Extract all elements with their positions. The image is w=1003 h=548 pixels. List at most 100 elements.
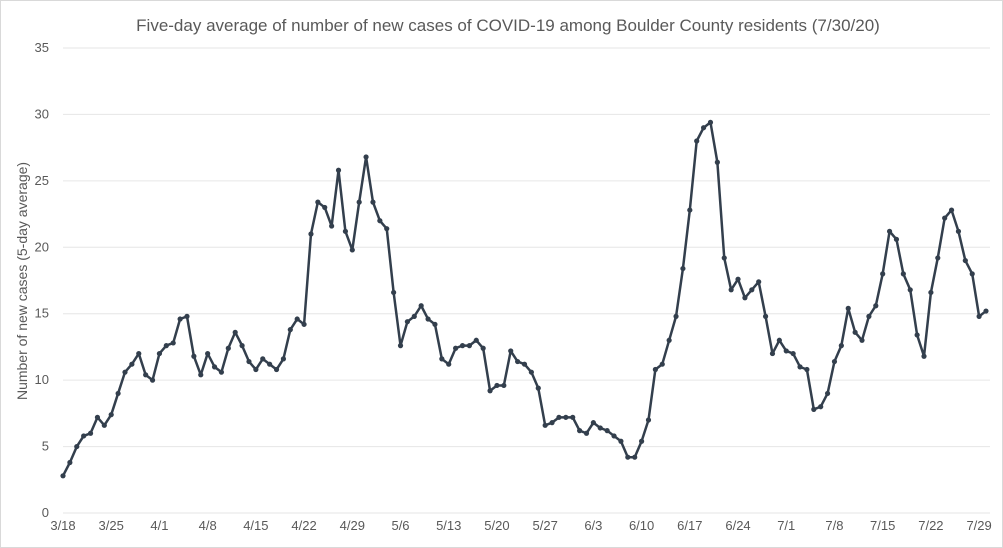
series-group	[60, 119, 989, 479]
data-point	[618, 438, 624, 444]
data-point	[804, 366, 810, 373]
data-point	[446, 361, 452, 367]
data-point	[473, 337, 479, 343]
data-point	[859, 337, 865, 343]
data-point	[459, 343, 466, 349]
data-point	[101, 422, 107, 428]
data-point	[570, 414, 576, 420]
data-point	[87, 430, 94, 436]
data-point	[969, 271, 975, 277]
x-tick-label: 7/29	[966, 518, 991, 533]
data-point	[673, 313, 679, 319]
data-point	[914, 332, 920, 338]
data-point	[515, 358, 521, 365]
data-point	[735, 276, 741, 282]
data-point	[170, 340, 176, 346]
data-point	[342, 228, 349, 234]
data-point	[659, 361, 665, 367]
y-tick-label: 0	[42, 505, 49, 520]
data-point	[404, 319, 411, 325]
data-point	[597, 425, 603, 431]
data-point	[205, 350, 211, 357]
data-point	[790, 350, 796, 357]
data-point	[418, 303, 424, 309]
data-point	[60, 473, 66, 479]
data-point	[721, 255, 727, 261]
data-point	[838, 343, 844, 349]
data-point	[583, 430, 590, 436]
data-point	[253, 366, 259, 373]
x-tick-label: 4/29	[340, 518, 365, 533]
data-point	[811, 406, 817, 412]
data-point	[232, 329, 238, 335]
data-point	[349, 247, 355, 253]
data-point	[508, 348, 514, 354]
x-tick-label: 7/8	[825, 518, 843, 533]
x-tick-label: 7/1	[777, 518, 795, 533]
data-point	[432, 321, 438, 327]
data-point	[246, 358, 252, 365]
data-point	[556, 414, 562, 420]
data-point	[542, 422, 548, 428]
data-point	[666, 337, 672, 343]
data-point	[439, 356, 445, 362]
data-point	[942, 215, 948, 221]
data-point	[783, 348, 789, 354]
series-line	[61, 121, 987, 477]
data-point	[632, 454, 638, 460]
gridlines	[63, 47, 990, 514]
x-tick-label: 7/22	[918, 518, 943, 533]
x-tick-label: 6/24	[725, 518, 750, 533]
data-point	[322, 204, 328, 211]
data-point	[831, 358, 838, 365]
data-point	[273, 366, 280, 373]
y-tick-label: 20	[35, 239, 49, 254]
data-point	[948, 207, 955, 213]
data-point	[425, 316, 431, 322]
data-point	[714, 159, 720, 165]
data-point	[728, 287, 734, 293]
data-point	[329, 223, 335, 229]
x-tick-label: 6/3	[584, 518, 602, 533]
data-point	[335, 167, 342, 173]
data-point	[700, 125, 707, 131]
data-point	[845, 305, 851, 311]
x-tick-label: 4/1	[150, 518, 168, 533]
data-point	[873, 303, 879, 309]
data-point	[67, 459, 73, 466]
data-point	[149, 377, 156, 383]
data-point	[177, 316, 183, 322]
data-point	[742, 295, 748, 301]
data-point	[308, 231, 314, 237]
data-point	[494, 382, 500, 389]
data-point	[480, 345, 486, 351]
data-point	[645, 417, 652, 423]
data-point	[577, 428, 583, 434]
data-point	[680, 265, 686, 272]
data-point	[487, 388, 493, 394]
data-point	[411, 313, 417, 319]
data-point	[143, 372, 149, 378]
data-point	[756, 279, 762, 285]
data-point	[852, 329, 858, 335]
data-point	[384, 226, 390, 232]
data-point	[287, 327, 293, 333]
data-point	[315, 199, 321, 205]
data-point	[377, 218, 383, 224]
data-point	[824, 390, 831, 397]
x-tick-label: 4/8	[199, 518, 217, 533]
data-point	[604, 428, 610, 434]
data-point	[528, 369, 534, 375]
data-point	[893, 236, 900, 242]
data-point	[363, 154, 369, 160]
data-point	[983, 308, 989, 314]
data-point	[239, 343, 245, 349]
data-point	[267, 361, 273, 367]
data-point	[563, 414, 569, 420]
data-point	[136, 350, 142, 357]
data-point	[81, 433, 87, 439]
data-point	[191, 353, 197, 359]
